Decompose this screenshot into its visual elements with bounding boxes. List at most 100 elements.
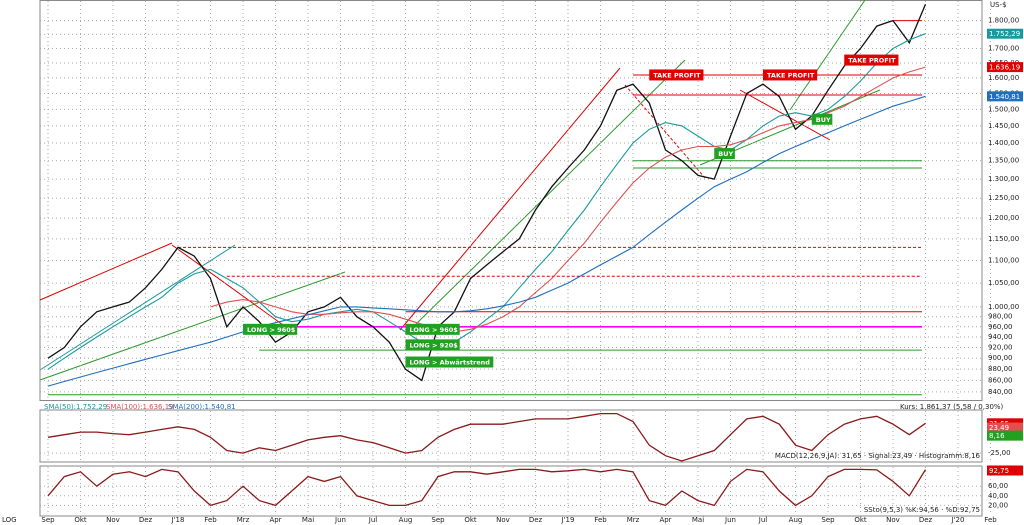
y-tick-label: 920,00 bbox=[988, 344, 1013, 352]
y-tick-label: 1.250,00 bbox=[988, 194, 1019, 202]
annotation-label: TAKE PROFIT bbox=[767, 71, 815, 79]
value-label-box bbox=[987, 422, 1023, 433]
y-tick-label: -25,00 bbox=[988, 449, 1011, 457]
value-label-box bbox=[987, 91, 1023, 102]
x-tick-label: Apr bbox=[659, 516, 671, 524]
y-tick-label: 980,00 bbox=[988, 313, 1013, 321]
x-tick-label: J'18 bbox=[171, 516, 185, 524]
x-tick-label: J'19 bbox=[561, 516, 575, 524]
series-line bbox=[47, 4, 927, 382]
series-line bbox=[47, 95, 926, 387]
trendline bbox=[399, 67, 621, 331]
panel-title: MACD(12,26,9,JA): 31,65 · Signal:23,49 ·… bbox=[775, 452, 981, 460]
annotation-box bbox=[243, 323, 298, 335]
annotation-label: BUY bbox=[816, 116, 831, 124]
y-tick-label: 960,00 bbox=[988, 323, 1013, 331]
value-label: 1.636,19 bbox=[989, 64, 1020, 72]
annotation-box bbox=[763, 69, 818, 81]
value-label-box bbox=[987, 430, 1023, 441]
x-tick-label: Feb bbox=[594, 516, 607, 524]
x-tick-label: Dez bbox=[919, 516, 933, 524]
x-tick-label: Dez bbox=[529, 516, 543, 524]
y-tick-label: 1.300,00 bbox=[988, 175, 1019, 183]
y-tick-label: 1.050,00 bbox=[988, 279, 1019, 287]
x-tick-label: Mai bbox=[302, 516, 314, 524]
x-tick-label: Okt bbox=[854, 516, 867, 524]
x-tick-label: Feb bbox=[984, 516, 997, 524]
x-tick-label: Sep bbox=[41, 516, 55, 524]
value-label: 92,75 bbox=[989, 467, 1009, 475]
y-tick-label: 940,00 bbox=[988, 333, 1013, 341]
annotation-box bbox=[405, 339, 460, 351]
annotation-box bbox=[811, 113, 833, 125]
series-line bbox=[210, 66, 926, 333]
x-tick-label: Nov bbox=[106, 516, 120, 524]
y-tick-label: 1.350,00 bbox=[988, 157, 1019, 165]
annotation-box bbox=[405, 356, 494, 368]
annotation-label: TAKE PROFIT bbox=[848, 57, 896, 65]
value-label: 8,16 bbox=[989, 432, 1005, 440]
y-tick-label: 1.000,00 bbox=[988, 303, 1019, 311]
main-panel bbox=[39, 0, 983, 401]
y-tick-label: 1.150,00 bbox=[988, 235, 1019, 243]
x-tick-label: Apr bbox=[269, 516, 281, 524]
x-tick-label: Jul bbox=[758, 516, 768, 524]
value-label-box bbox=[987, 465, 1023, 476]
x-tick-label: Mrz bbox=[237, 516, 250, 524]
y-tick-label: 1.200,00 bbox=[988, 214, 1019, 222]
y-tick-label: 20,00 bbox=[988, 501, 1008, 509]
x-tick-label: Sep bbox=[821, 516, 835, 524]
trendline bbox=[39, 242, 173, 301]
x-tick-label: Jun bbox=[724, 516, 736, 524]
unit-label: US-$ bbox=[990, 1, 1007, 9]
annotation-box bbox=[649, 69, 704, 81]
series-line bbox=[47, 33, 926, 370]
annotation-box bbox=[714, 148, 735, 160]
x-tick-label: Mrz bbox=[627, 516, 640, 524]
series-line bbox=[47, 468, 927, 507]
annotation-label: LONG > 920$ bbox=[410, 341, 459, 349]
trendline bbox=[39, 244, 236, 371]
trendline bbox=[409, 59, 686, 331]
annotation-label: LONG > 960$ bbox=[410, 326, 459, 334]
value-label-box bbox=[987, 28, 1023, 39]
y-tick-label: 1.500,00 bbox=[988, 105, 1019, 113]
series-line bbox=[47, 412, 926, 462]
legend-entry: SMA(200):1.540,81 bbox=[168, 403, 236, 411]
y-tick-label: 40,00 bbox=[988, 492, 1008, 500]
annotation-box bbox=[844, 54, 899, 66]
y-tick-label: 1.700,00 bbox=[988, 44, 1019, 52]
x-tick-label: Jun bbox=[334, 516, 346, 524]
y-tick-label: 900,00 bbox=[988, 354, 1013, 362]
x-tick-label: Dez bbox=[139, 516, 153, 524]
x-tick-label: Sep bbox=[431, 516, 445, 524]
value-label: 1.752,29 bbox=[989, 30, 1020, 38]
y-tick-label: 860,00 bbox=[988, 376, 1013, 384]
y-tick-label: 1.400,00 bbox=[988, 139, 1019, 147]
y-tick-label: 1.600,00 bbox=[988, 74, 1019, 82]
scale-label: LOG bbox=[2, 516, 17, 524]
legend-entry: SMA(50):1.752,29 bbox=[44, 403, 107, 411]
y-tick-label: 1.100,00 bbox=[988, 256, 1019, 264]
macd-panel bbox=[39, 409, 983, 463]
trendline bbox=[624, 84, 706, 179]
x-tick-label: Okt bbox=[74, 516, 87, 524]
x-tick-label: J'20 bbox=[951, 516, 965, 524]
y-tick-label: 60,00 bbox=[988, 482, 1008, 490]
value-label: 23,49 bbox=[989, 424, 1009, 432]
x-tick-label: Feb bbox=[204, 516, 217, 524]
annotation-box bbox=[405, 323, 460, 335]
annotation-label: LONG > 960$ bbox=[247, 326, 296, 334]
trendline bbox=[171, 244, 291, 331]
x-tick-label: Nov bbox=[496, 516, 510, 524]
stoch-panel bbox=[39, 465, 983, 517]
y-tick-label: 1.450,00 bbox=[988, 122, 1019, 130]
value-label-box bbox=[987, 62, 1023, 73]
x-tick-label: Okt bbox=[464, 516, 477, 524]
legend-entry: Kurs: 1.861,37 (5,58 / 0,30%) bbox=[900, 403, 1004, 411]
x-tick-label: Mai bbox=[692, 516, 704, 524]
annotation-label: BUY bbox=[718, 150, 733, 158]
trendline bbox=[39, 271, 346, 381]
